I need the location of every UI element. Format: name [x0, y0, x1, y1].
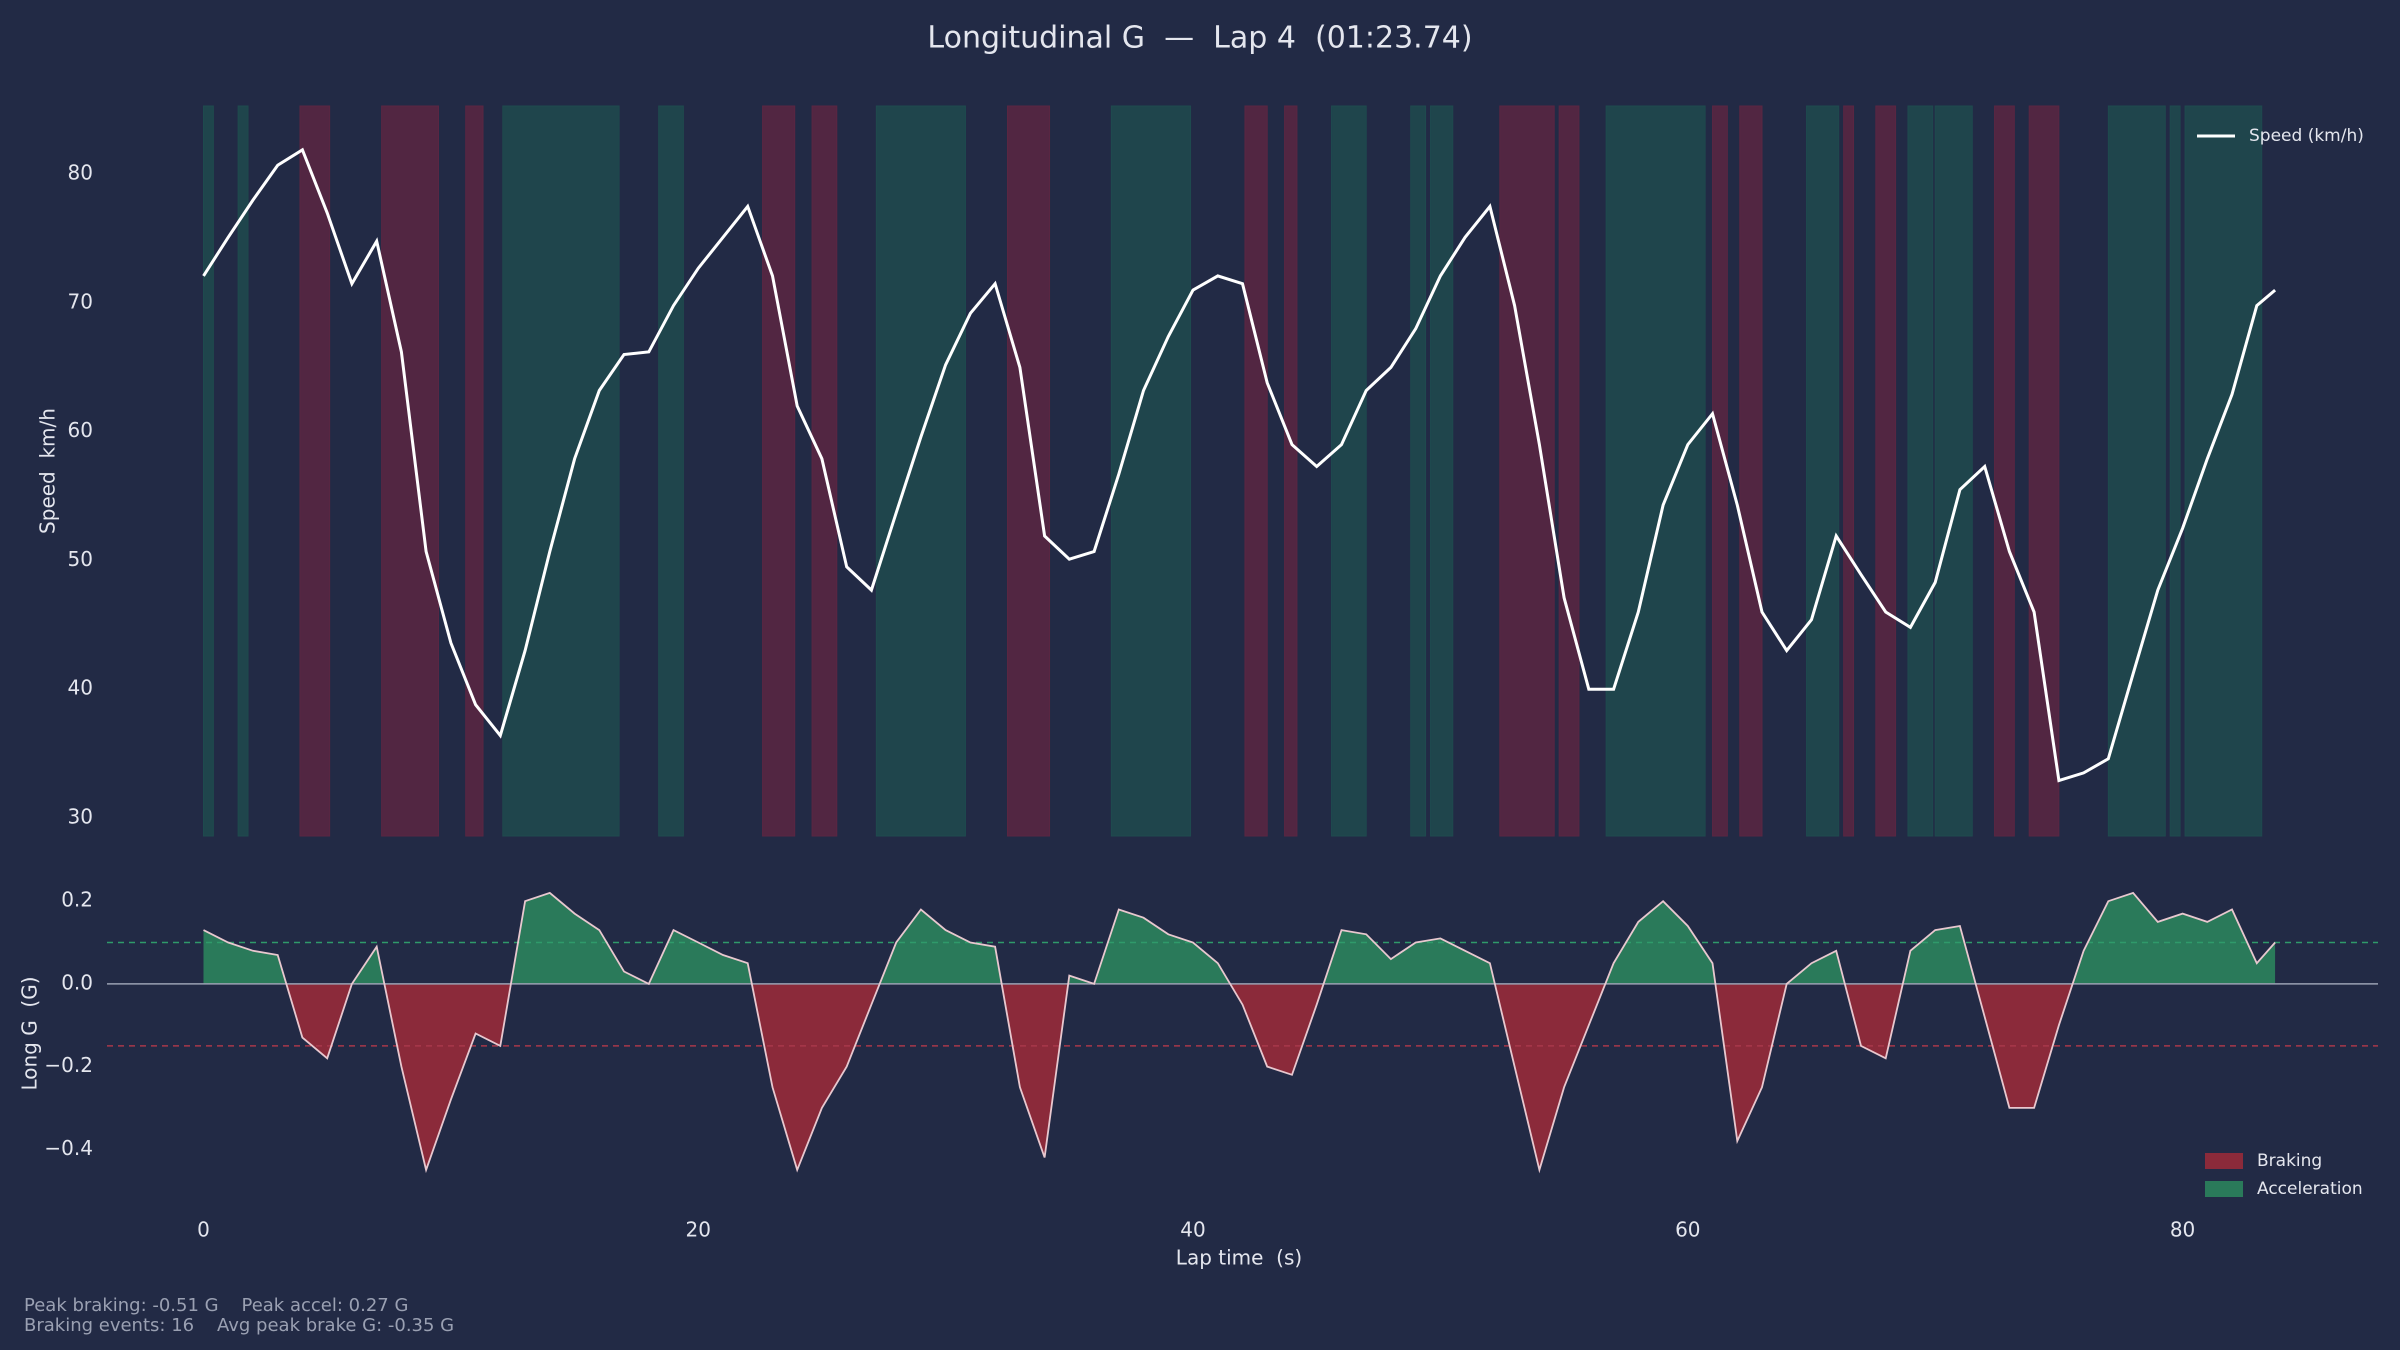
y-axis-label: Speed km/h — [36, 408, 60, 534]
acceleration-zone — [2107, 105, 2166, 837]
acceleration-zone — [202, 105, 214, 837]
y-tick-label: 40 — [68, 676, 93, 700]
y-tick-label: 60 — [68, 418, 93, 442]
braking-zone — [1006, 105, 1051, 837]
braking-zone — [2028, 105, 2060, 837]
braking-zone — [299, 105, 331, 837]
y-tick-label: 70 — [68, 289, 93, 313]
y-tick-label: 0.0 — [61, 970, 93, 994]
legend-label: Acceleration — [2257, 1179, 2363, 1199]
braking-zone — [762, 105, 796, 837]
speed-line — [202, 147, 2277, 783]
y-tick-label: 50 — [68, 547, 93, 571]
acceleration-zone — [2169, 105, 2181, 837]
legend-swatch — [2205, 1181, 2243, 1197]
acceleration-zone — [1331, 105, 1367, 837]
x-tick-label: 60 — [1675, 1218, 1700, 1242]
y-tick-label: 0.2 — [61, 888, 93, 912]
braking-zone — [1284, 105, 1298, 837]
acceleration-zone — [237, 105, 249, 837]
acceleration-zone — [658, 105, 684, 837]
x-tick-label: 20 — [686, 1218, 711, 1242]
acceleration-zone — [1907, 105, 1934, 837]
acceleration-zone — [1430, 105, 1454, 837]
x-tick-label: 40 — [1180, 1218, 1205, 1242]
y-tick-label: 30 — [68, 804, 93, 828]
g-line — [203, 891, 2276, 1174]
braking-zone — [1994, 105, 2015, 837]
braking-zone — [381, 105, 439, 837]
braking-zone — [1875, 105, 1897, 837]
x-tick-label: 0 — [197, 1218, 210, 1242]
legend-swatch — [2205, 1153, 2243, 1169]
acceleration-zone — [1605, 105, 1706, 837]
y-tick-label: 80 — [68, 161, 93, 185]
legend-label: Speed (km/h) — [2249, 126, 2364, 146]
braking-zone — [1244, 105, 1268, 837]
braking-zone — [1843, 105, 1855, 837]
chart-title: Longitudinal G — Lap 4 (01:23.74) — [927, 21, 1472, 56]
acceleration-zone — [1410, 105, 1427, 837]
braking-zone — [1499, 105, 1555, 837]
acceleration-zone — [875, 105, 966, 837]
acceleration-zone — [502, 105, 620, 837]
y-tick-label: −0.2 — [44, 1053, 93, 1077]
acceleration-zone — [1934, 105, 1973, 837]
acceleration-zone — [1806, 105, 1840, 837]
acceleration-zone — [1110, 105, 1192, 837]
stats-line: Peak braking: -0.51 G Peak accel: 0.27 G — [24, 1295, 408, 1316]
x-tick-label: 80 — [2170, 1218, 2195, 1242]
braking-zone — [1712, 105, 1728, 837]
braking-zone — [1558, 105, 1580, 837]
braking-zone — [1739, 105, 1763, 837]
stats-line: Braking events: 16 Avg peak brake G: -0.… — [24, 1315, 454, 1336]
braking-area — [286, 983, 2073, 1170]
y-tick-label: −0.4 — [44, 1136, 93, 1160]
legend-label: Braking — [2257, 1151, 2322, 1171]
y-axis-label: Long G (G) — [18, 976, 42, 1090]
x-axis-label: Lap time (s) — [1176, 1246, 1302, 1270]
braking-zone — [465, 105, 484, 837]
acceleration-area — [203, 892, 2276, 984]
acceleration-zone — [2184, 105, 2263, 837]
